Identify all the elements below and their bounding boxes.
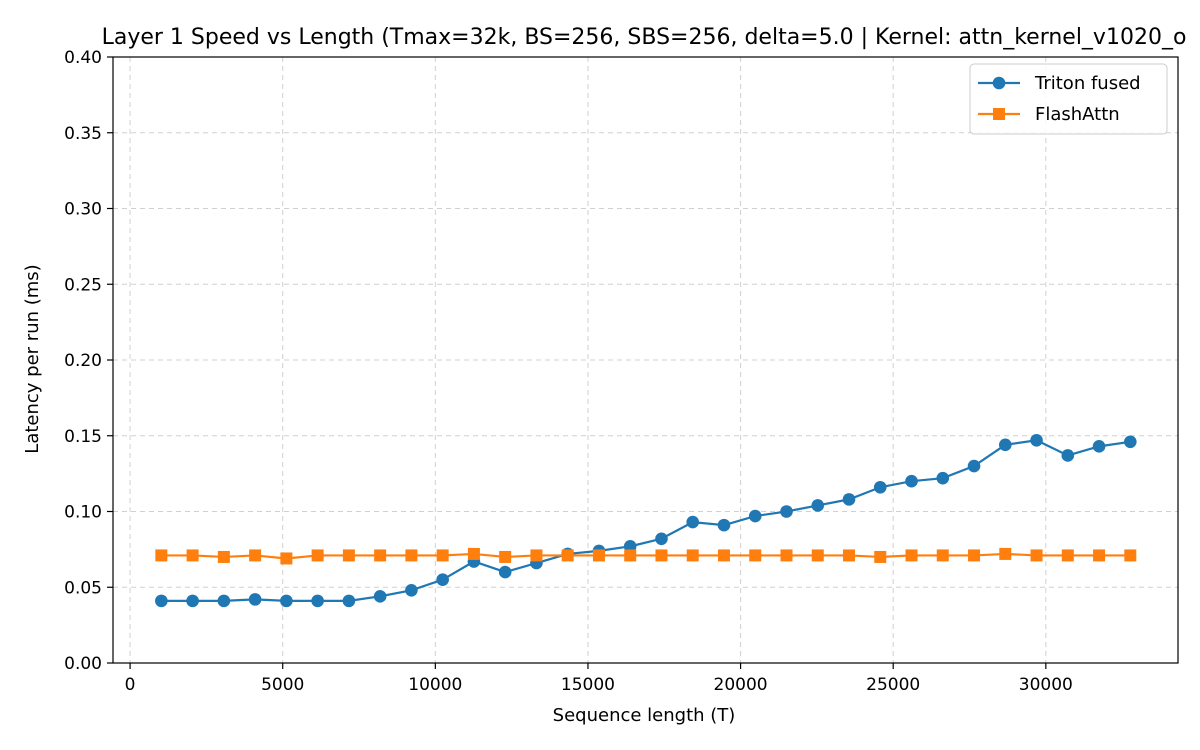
data-point-flashattn [436, 549, 449, 562]
data-point-flashattn [1124, 549, 1137, 562]
x-axis-label: Sequence length (T) [553, 705, 736, 726]
legend: Triton fused FlashAttn [969, 63, 1168, 135]
y-tick-label: 0.30 [64, 200, 102, 220]
data-point-flashattn [1030, 549, 1043, 562]
data-point-flashattn [155, 549, 168, 562]
data-point-triton-fused [998, 438, 1012, 452]
y-tick-label: 0.15 [64, 427, 102, 447]
data-point-flashattn [467, 547, 480, 560]
data-point-triton-fused [1124, 435, 1137, 449]
data-point-flashattn [936, 549, 949, 562]
data-point-triton-fused [405, 583, 418, 597]
legend-label-triton-fused: Triton fused [1034, 73, 1141, 94]
data-point-triton-fused [498, 565, 512, 579]
y-tick-label: 0.25 [64, 275, 102, 295]
data-point-triton-fused [155, 594, 168, 608]
data-point-flashattn [686, 549, 699, 562]
data-point-flashattn [843, 549, 856, 562]
data-point-triton-fused [1030, 433, 1043, 447]
data-point-flashattn [968, 549, 981, 562]
x-tick-label: 5000 [261, 675, 304, 695]
data-point-flashattn [561, 549, 574, 562]
data-point-flashattn [655, 549, 668, 562]
y-tick-label: 0.20 [64, 351, 102, 371]
x-tick-label: 15000 [561, 675, 615, 695]
data-point-triton-fused [748, 509, 762, 523]
x-tick-label: 20000 [714, 675, 768, 695]
data-point-flashattn [311, 549, 324, 562]
data-point-flashattn [749, 549, 762, 562]
data-point-triton-fused [967, 459, 981, 473]
data-point-flashattn [186, 549, 199, 562]
legend-box [969, 63, 1168, 135]
y-tick-label: 0.00 [64, 654, 102, 674]
data-point-triton-fused [217, 594, 231, 608]
data-point-flashattn [1093, 549, 1106, 562]
data-point-triton-fused [717, 518, 731, 532]
data-point-triton-fused [936, 471, 950, 485]
y-tick-label: 0.40 [64, 48, 102, 68]
data-point-flashattn [780, 549, 793, 562]
data-point-flashattn [280, 552, 293, 565]
data-point-triton-fused [1092, 440, 1106, 453]
data-point-triton-fused [873, 480, 887, 494]
y-tick-label: 0.35 [64, 124, 102, 144]
data-point-flashattn [405, 549, 418, 562]
data-point-flashattn [530, 549, 543, 562]
data-point-triton-fused [1061, 449, 1075, 462]
data-point-triton-fused [311, 594, 324, 608]
data-point-triton-fused [905, 474, 918, 488]
series-flashattn [155, 547, 1137, 565]
data-point-triton-fused [686, 515, 700, 529]
data-point-flashattn [811, 549, 824, 562]
x-tick-label: 10000 [408, 675, 462, 695]
data-point-flashattn [374, 549, 387, 562]
data-point-triton-fused [248, 593, 262, 606]
legend-label-flashattn: FlashAttn [1035, 104, 1120, 125]
data-point-triton-fused [842, 493, 856, 506]
data-point-flashattn [717, 549, 730, 562]
data-point-triton-fused [655, 532, 668, 546]
data-point-flashattn [217, 550, 230, 563]
y-tick-label: 0.10 [64, 503, 102, 523]
data-point-flashattn [592, 549, 605, 562]
data-point-flashattn [499, 550, 512, 563]
x-tick-label: 25000 [866, 675, 920, 695]
legend-marker-flashattn [993, 108, 1005, 120]
data-point-flashattn [999, 547, 1012, 560]
y-axis-label: Latency per run (ms) [22, 264, 43, 453]
data-point-flashattn [249, 549, 262, 562]
data-point-triton-fused [780, 505, 793, 518]
data-point-flashattn [342, 549, 355, 562]
data-point-triton-fused [342, 594, 356, 608]
data-point-flashattn [1061, 549, 1074, 562]
data-point-triton-fused [811, 499, 825, 512]
axis-ticks: 0 5000 10000 15000 20000 25000 30000 0.00 0.05 0.… [64, 48, 1073, 695]
y-tick-label: 0.05 [64, 578, 102, 598]
series-layer [155, 433, 1137, 608]
x-tick-label: 0 [125, 675, 136, 695]
data-point-triton-fused [186, 594, 199, 608]
legend-marker-triton-fused [992, 76, 1006, 90]
data-point-triton-fused [373, 590, 387, 603]
x-tick-label: 30000 [1019, 675, 1073, 695]
data-point-flashattn [905, 549, 918, 562]
data-point-flashattn [874, 550, 887, 563]
chart-title: Layer 1 Speed vs Length (Tmax=32k, BS=25… [102, 25, 1187, 50]
data-point-flashattn [624, 549, 637, 562]
data-point-triton-fused [436, 573, 449, 586]
data-point-triton-fused [280, 594, 293, 608]
